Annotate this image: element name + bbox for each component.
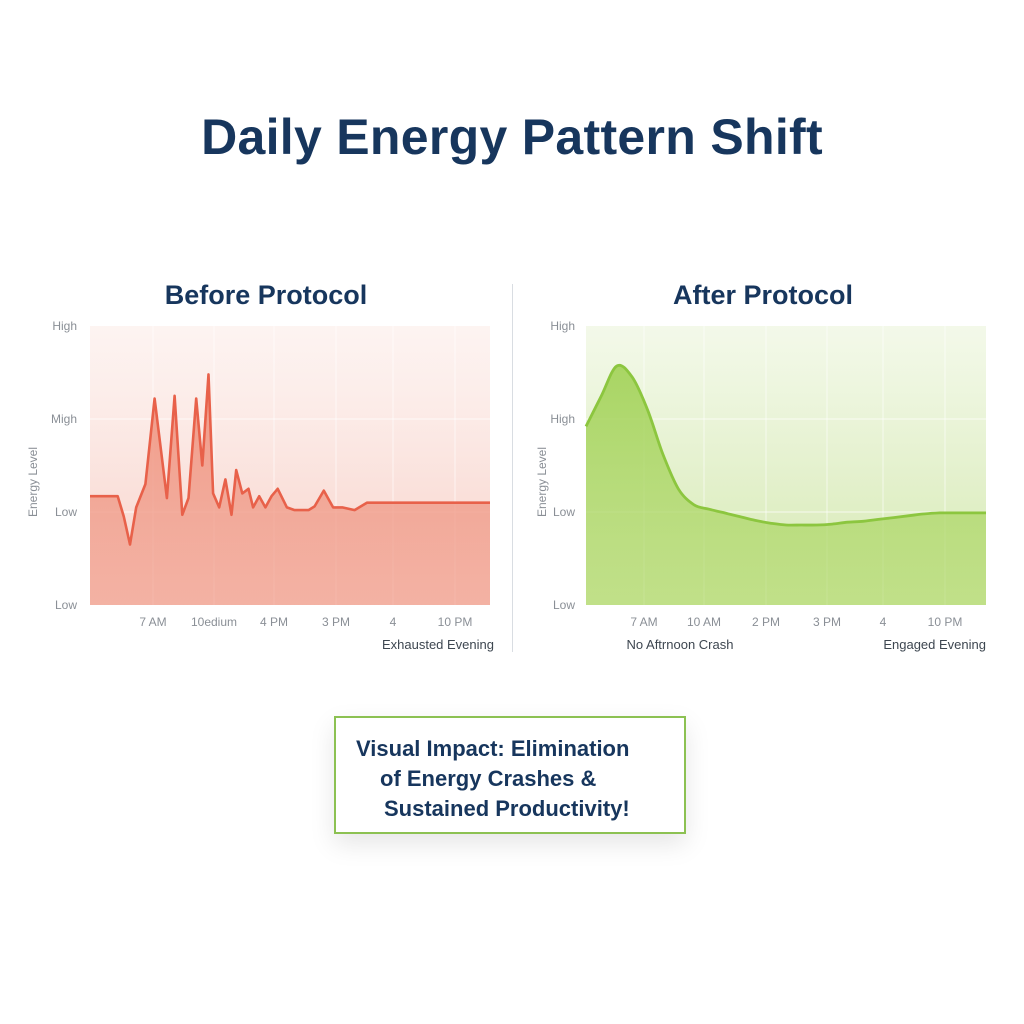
after-energy-line	[584, 363, 986, 527]
callout-line-3: Sustained Productivity!	[384, 796, 630, 821]
charts-canvas: High Migh Low Low Energy Level 7 AM 10ed…	[26, 319, 986, 652]
after-ytick-1: High	[550, 319, 575, 333]
after-annotation-engaged-evening: Engaged Evening	[883, 637, 986, 652]
after-xtick-6: 10 PM	[928, 615, 963, 629]
before-ytick-3: Low	[55, 505, 77, 519]
after-y-axis-label: Energy Level	[535, 447, 549, 517]
before-xtick-1: 7 AM	[139, 615, 166, 629]
before-annotation-exhausted-evening: Exhausted Evening	[382, 637, 494, 652]
after-xtick-4: 3 PM	[813, 615, 841, 629]
after-ytick-3: Low	[553, 505, 575, 519]
page-title: Daily Energy Pattern Shift	[201, 109, 823, 165]
after-xtick-5: 4	[880, 615, 887, 629]
after-ytick-4: Low	[553, 598, 575, 612]
before-xtick-3: 4 PM	[260, 615, 288, 629]
before-y-axis-label: Energy Level	[26, 447, 40, 517]
after-xtick-3: 2 PM	[752, 615, 780, 629]
before-energy-line	[90, 373, 490, 546]
visual-impact-callout: Visual Impact: Elimination of Energy Cra…	[334, 716, 686, 834]
after-xtick-1: 7 AM	[630, 615, 657, 629]
after-chart-title: After Protocol	[672, 280, 853, 310]
after-xtick-2: 10 AM	[687, 615, 721, 629]
before-xtick-5: 4	[390, 615, 397, 629]
after-ytick-2: High	[550, 412, 575, 426]
before-ytick-2: Migh	[51, 412, 77, 426]
panel-divider	[512, 284, 513, 652]
before-ytick-1: High	[52, 319, 77, 333]
before-xtick-6: 10 PM	[438, 615, 473, 629]
after-annotation-no-afternoon-crash: No Aftrnoon Crash	[627, 637, 734, 652]
before-ytick-4: Low	[55, 598, 77, 612]
before-xtick-4: 3 PM	[322, 615, 350, 629]
before-chart-title: Before Protocol	[164, 280, 368, 310]
callout-line-2: of Energy Crashes &	[380, 766, 597, 791]
callout-line-1: Visual Impact: Elimination	[356, 736, 630, 761]
callout-text: Visual Impact: Elimination of Energy Cra…	[356, 734, 666, 824]
before-xtick-2: 10edium	[191, 615, 237, 629]
after-energy-area	[586, 365, 986, 605]
before-energy-area	[90, 374, 490, 605]
